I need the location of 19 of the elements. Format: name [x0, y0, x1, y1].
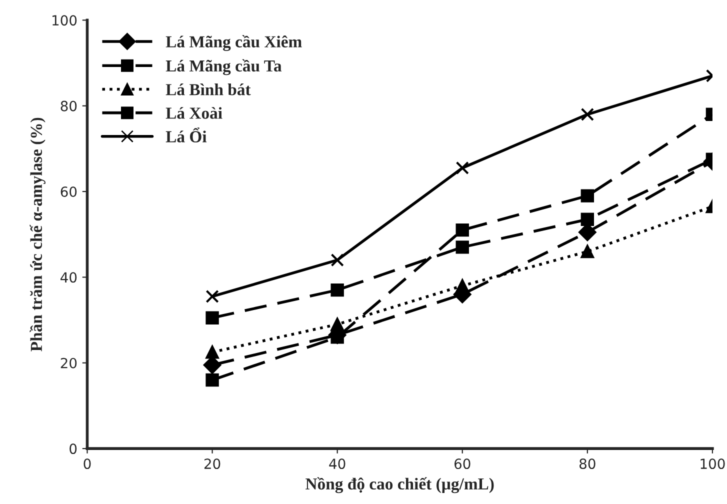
y-axis-title: Phần trăm ức chế α-amylase (%)	[30, 118, 46, 352]
y-tick-label: 60	[60, 186, 77, 197]
x-tick-label: 0	[84, 458, 91, 470]
legend-label: Lá Mãng cầu Ta	[166, 59, 282, 76]
legend-label: Lá Xoài	[166, 107, 222, 119]
y-tick-label: 80	[60, 100, 77, 112]
y-tick-label: 0	[70, 444, 77, 454]
x-tick-label: 40	[329, 458, 346, 470]
x-tick-label: 80	[580, 458, 596, 470]
x-tick-label: 60	[454, 458, 470, 470]
y-tick-label: 100	[52, 15, 77, 26]
legend-label: Lá Mãng cầu Xiêm	[166, 35, 302, 51]
x-tick-label: 20	[204, 458, 220, 470]
legend-label: Lá Ổi	[166, 127, 207, 142]
legend-label: Lá Bình bát	[166, 84, 251, 96]
y-tick-label: 20	[60, 358, 77, 368]
x-axis-title: Nồng độ cao chiết (µg/mL)	[306, 477, 494, 494]
x-tick-label: 100	[700, 458, 725, 470]
y-tick-label: 40	[60, 272, 77, 283]
